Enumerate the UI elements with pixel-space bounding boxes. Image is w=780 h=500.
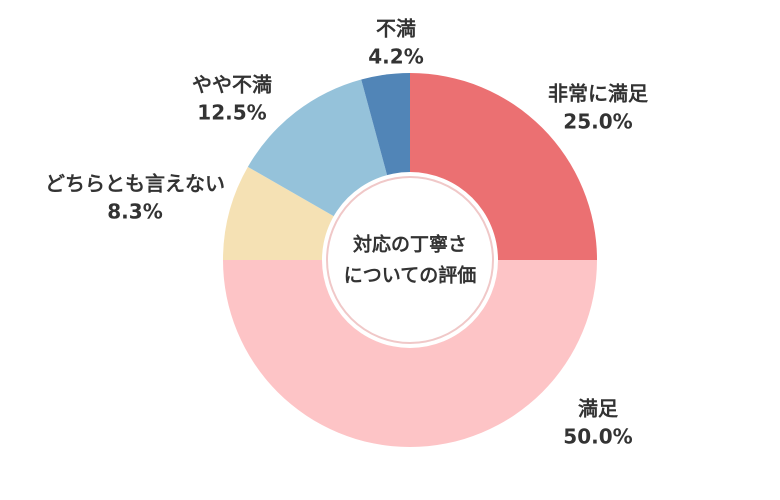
value-label: 8.3% [107, 200, 162, 224]
value-label: 50.0% [563, 425, 632, 449]
slice-label: 満足 [578, 397, 619, 421]
slice-label: 非常に満足 [548, 82, 649, 106]
slice-label: 不満 [376, 17, 416, 41]
hole [322, 172, 498, 348]
value-label: 25.0% [563, 110, 632, 134]
slice-label: やや不満 [192, 73, 272, 97]
value-label: 4.2% [368, 45, 423, 69]
chart-title: についての評価 [344, 264, 476, 287]
slice-label: どちらとも言えない [45, 172, 225, 196]
slice [223, 260, 597, 447]
chart-title: 対応の丁寧さ [352, 233, 467, 256]
value-label: 12.5% [197, 101, 266, 125]
hole-ring [326, 176, 494, 344]
